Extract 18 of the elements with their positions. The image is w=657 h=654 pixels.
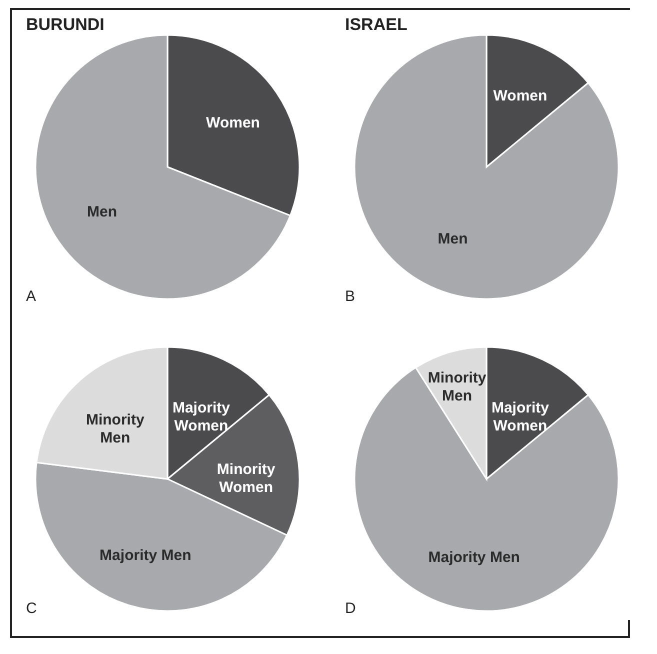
slice-label: Minority Men (428, 370, 487, 405)
slice-label: Majority Men (428, 549, 520, 566)
slice-label: Minority Men (86, 412, 145, 447)
slice-label: Minority Women (216, 461, 276, 496)
text: A (26, 288, 36, 305)
slice-label: Men (86, 204, 117, 221)
slice-label: Women (493, 87, 548, 104)
text: B (345, 288, 356, 305)
chart-title: ISRAEL (345, 15, 408, 34)
slice-label: Majority Women (491, 399, 550, 434)
slice-label: Women (206, 114, 260, 132)
pie-slice (354, 34, 620, 300)
text: D (345, 600, 356, 617)
slice-label: Majority Men (100, 547, 192, 564)
slice-label: Men (438, 230, 468, 248)
chart-title: BURUNDI (26, 15, 104, 34)
slice-label: Majority Women (172, 399, 231, 434)
text: C (26, 600, 37, 617)
